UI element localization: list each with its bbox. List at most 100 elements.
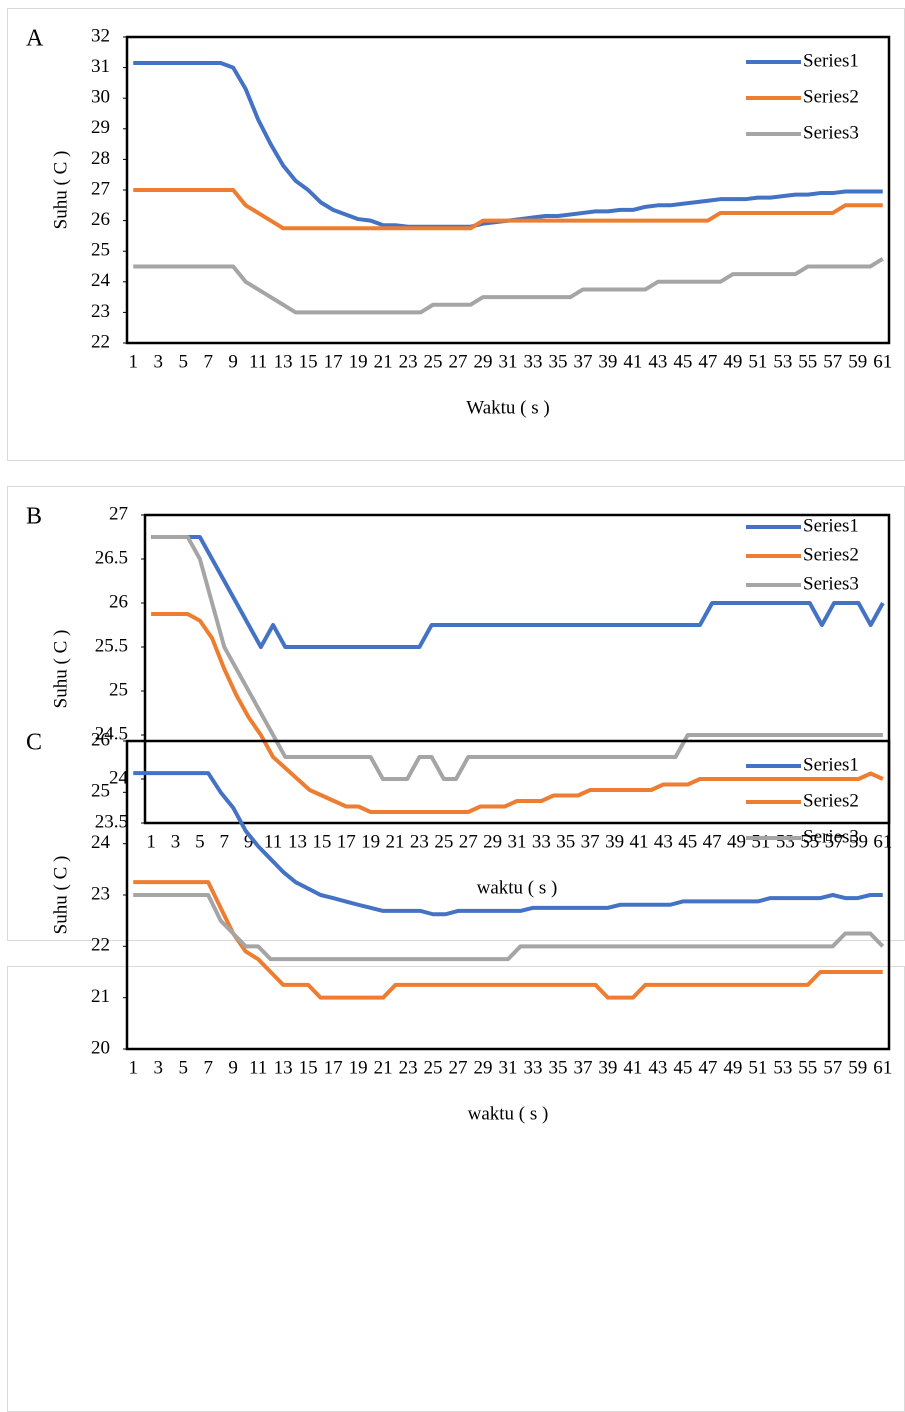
legend-label: Series1 <box>803 515 859 536</box>
x-tick-label: 29 <box>483 831 502 852</box>
y-tick-label: 22 <box>91 331 110 352</box>
x-tick-label: 5 <box>178 1057 188 1078</box>
x-tick-label: 49 <box>727 831 746 852</box>
x-tick-label: 49 <box>723 1057 742 1078</box>
x-tick-label: 15 <box>299 1057 318 1078</box>
x-tick-label: 33 <box>523 351 542 372</box>
x-tick-label: 27 <box>459 831 478 852</box>
series-line <box>133 771 883 917</box>
x-tick-label: 17 <box>324 351 343 372</box>
x-tick-label: 15 <box>299 351 318 372</box>
legend-label: Series3 <box>803 826 859 847</box>
x-tick-label: 51 <box>748 1057 767 1078</box>
x-tick-label: 45 <box>673 351 692 372</box>
x-tick-label: 19 <box>349 1057 368 1078</box>
x-tick-label: 53 <box>773 351 792 372</box>
x-tick-label: 15 <box>312 831 331 852</box>
x-tick-label: 53 <box>773 1057 792 1078</box>
x-tick-label: 3 <box>153 1057 163 1078</box>
x-tick-label: 49 <box>723 351 742 372</box>
x-tick-label: 37 <box>573 351 592 372</box>
x-tick-label: 61 <box>873 351 892 372</box>
y-tick-label: 23 <box>91 883 110 904</box>
x-tick-label: 7 <box>220 831 230 852</box>
y-tick-label: 28 <box>91 148 110 169</box>
x-tick-label: 47 <box>698 351 717 372</box>
x-tick-label: 29 <box>474 351 493 372</box>
y-axis-label: Suhu ( C ) <box>50 856 71 935</box>
legend-label: Series3 <box>803 573 859 594</box>
panel-border <box>7 8 905 461</box>
x-tick-label: 21 <box>374 351 393 372</box>
x-axis-label: waktu ( s ) <box>477 877 558 898</box>
x-tick-label: 11 <box>249 1057 267 1078</box>
x-tick-label: 23 <box>399 1057 418 1078</box>
x-tick-label: 57 <box>825 831 844 852</box>
x-tick-label: 55 <box>798 1057 817 1078</box>
x-tick-label: 51 <box>748 351 767 372</box>
x-tick-label: 37 <box>573 1057 592 1078</box>
y-tick-label: 23 <box>91 301 110 322</box>
x-tick-label: 1 <box>146 831 156 852</box>
x-tick-label: 5 <box>195 831 205 852</box>
x-tick-label: 47 <box>703 831 722 852</box>
x-tick-label: 19 <box>349 351 368 372</box>
x-tick-label: 61 <box>873 831 892 852</box>
plot-frame <box>125 35 891 345</box>
x-tick-label: 41 <box>623 351 642 372</box>
y-tick-label: 21 <box>91 986 110 1007</box>
x-tick-label: 21 <box>374 1057 393 1078</box>
x-tick-label: 25 <box>434 831 453 852</box>
y-tick-label: 20 <box>91 1037 110 1058</box>
y-tick-label: 25.5 <box>95 635 128 656</box>
y-tick-label: 25 <box>91 240 110 261</box>
x-tick-label: 37 <box>581 831 600 852</box>
y-axis-label: Suhu ( C ) <box>50 630 71 709</box>
y-tick-label: 25 <box>91 781 110 802</box>
x-tick-label: 3 <box>153 351 163 372</box>
series-line <box>133 893 885 962</box>
x-tick-label: 27 <box>449 351 468 372</box>
y-tick-label: 24.5 <box>95 723 128 744</box>
x-tick-label: 13 <box>288 831 307 852</box>
legend-label: Series2 <box>803 86 859 107</box>
y-tick-label: 31 <box>91 56 110 77</box>
x-tick-label: 21 <box>386 831 405 852</box>
x-axis-label: waktu ( s ) <box>468 1103 549 1124</box>
legend-label: Series3 <box>803 122 859 143</box>
x-tick-label: 57 <box>823 1057 842 1078</box>
x-tick-label: 19 <box>361 831 380 852</box>
x-tick-label: 53 <box>776 831 795 852</box>
x-tick-label: 7 <box>203 351 213 372</box>
x-tick-label: 57 <box>823 351 842 372</box>
y-tick-label: 26.5 <box>95 547 128 568</box>
y-tick-label: 26 <box>109 591 128 612</box>
x-tick-label: 43 <box>648 351 667 372</box>
series-line <box>133 257 884 315</box>
x-tick-label: 23 <box>399 351 418 372</box>
x-tick-label: 1 <box>128 1057 138 1078</box>
legend-label: Series1 <box>803 754 859 775</box>
x-tick-label: 35 <box>548 351 567 372</box>
y-tick-label: 22 <box>91 935 110 956</box>
series-line <box>133 188 883 231</box>
x-tick-label: 13 <box>274 351 293 372</box>
y-tick-label: 29 <box>91 117 110 138</box>
x-tick-label: 35 <box>548 1057 567 1078</box>
series-line <box>151 535 885 649</box>
x-tick-label: 43 <box>648 1057 667 1078</box>
x-tick-label: 7 <box>203 1057 213 1078</box>
x-tick-label: 39 <box>605 831 624 852</box>
x-tick-label: 59 <box>848 1057 867 1078</box>
legend-label: Series2 <box>803 790 859 811</box>
x-tick-label: 43 <box>654 831 673 852</box>
x-tick-label: 17 <box>337 831 356 852</box>
x-tick-label: 25 <box>424 1057 443 1078</box>
x-tick-label: 17 <box>324 1057 343 1078</box>
y-tick-label: 26 <box>91 209 110 230</box>
panel-border <box>7 966 905 1412</box>
plot-frame <box>143 513 891 825</box>
x-tick-label: 29 <box>474 1057 493 1078</box>
x-tick-label: 23 <box>410 831 429 852</box>
y-tick-label: 27 <box>91 178 110 199</box>
